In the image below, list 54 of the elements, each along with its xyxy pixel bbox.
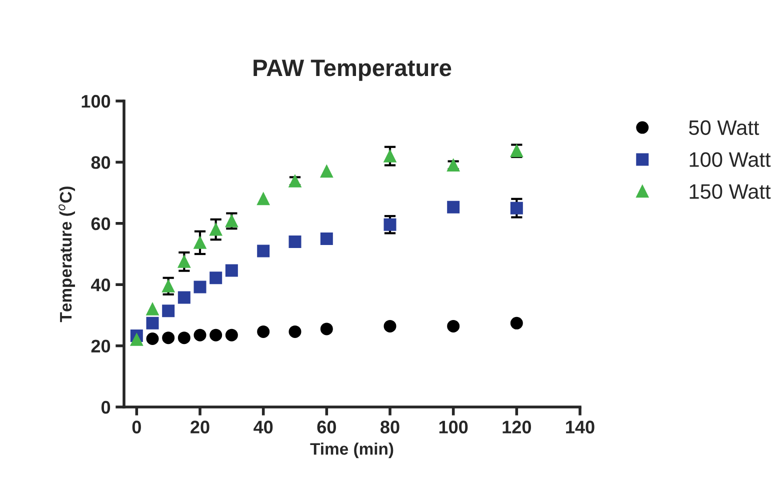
point <box>320 232 333 245</box>
point <box>178 291 190 304</box>
x-tick-label: 80 <box>380 420 400 434</box>
point <box>384 218 396 231</box>
point <box>288 236 302 248</box>
point <box>162 304 175 318</box>
y-axis-title: Temperature ($^{o}$C) <box>58 186 75 322</box>
point <box>130 333 143 346</box>
y-tick-label: 40 <box>91 278 110 292</box>
legend-label: 150 Watt <box>690 184 771 199</box>
legend-label: 50 Watt <box>689 120 760 136</box>
x-tick-label: 100 <box>439 420 468 434</box>
x-tick-label: 20 <box>190 420 210 434</box>
x-axis-title: Time (min) <box>310 442 394 458</box>
point <box>510 316 523 330</box>
y-tick-label: 60 <box>91 217 110 230</box>
x-tick-label: 0 <box>132 420 141 434</box>
point <box>447 320 460 332</box>
legend-label: 100 Watt <box>690 152 771 167</box>
y-tick-label: 0 <box>101 400 110 414</box>
point <box>384 320 396 332</box>
chart-title: PAW Temperature <box>254 60 452 81</box>
y-tick-label: 100 <box>82 94 110 108</box>
point <box>210 223 222 236</box>
point <box>320 165 333 178</box>
x-tick-label: 60 <box>317 420 336 434</box>
point <box>210 272 222 284</box>
point <box>510 202 523 214</box>
y-tick-label: 80 <box>91 156 110 169</box>
x-tick-label: 40 <box>254 420 273 434</box>
point <box>162 280 175 292</box>
y-tick-label: 20 <box>91 340 110 353</box>
point <box>146 316 159 330</box>
point <box>225 264 238 277</box>
point <box>194 236 206 249</box>
point <box>194 328 206 342</box>
point <box>288 325 302 338</box>
x-tick-label: 120 <box>502 420 531 434</box>
point <box>146 302 159 316</box>
point <box>384 150 396 162</box>
point <box>210 328 222 342</box>
point <box>225 328 238 342</box>
point <box>320 322 333 336</box>
point <box>162 332 175 344</box>
point <box>225 214 238 228</box>
point <box>194 280 206 294</box>
point <box>447 200 460 214</box>
point <box>257 192 270 206</box>
point <box>146 332 159 346</box>
point <box>178 255 190 268</box>
point <box>257 244 270 258</box>
point <box>178 332 190 344</box>
x-tick-label: 140 <box>566 420 594 434</box>
point <box>257 325 270 338</box>
